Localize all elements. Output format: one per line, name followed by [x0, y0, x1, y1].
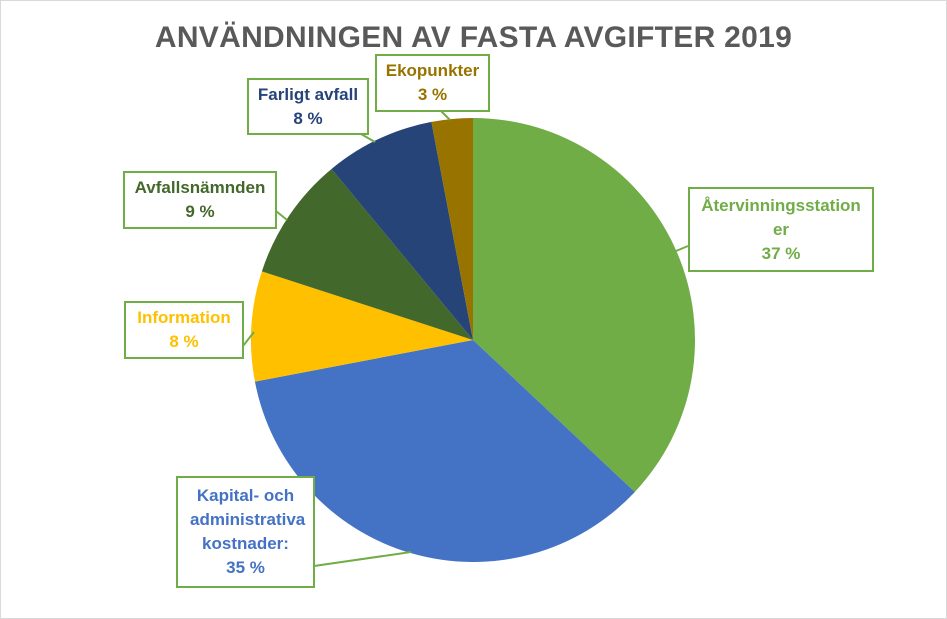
- leader-line-5: [440, 110, 451, 121]
- leader-line-2: [242, 331, 255, 347]
- data-label-4: Farligt avfall 8 %: [247, 78, 369, 135]
- data-label-category: Ekopunkter: [385, 61, 480, 80]
- leader-line-3: [275, 210, 288, 221]
- data-label-3: Avfallsnämnden 9 %: [123, 171, 277, 229]
- pie-slice-3: [261, 168, 473, 340]
- data-label-category: Återvinningsstation er: [701, 195, 861, 239]
- leader-line-1: [313, 551, 412, 567]
- data-label-5: Ekopunkter 3 %: [375, 54, 490, 112]
- leader-line-4: [360, 133, 376, 143]
- pie-slice-4: [331, 121, 473, 341]
- data-label-value: 3 %: [417, 85, 448, 104]
- data-label-2: Information 8 %: [124, 301, 244, 359]
- pie-slice-2: [250, 271, 473, 382]
- data-label-0: Återvinningsstation er 37 %: [688, 187, 874, 272]
- data-label-category: Information: [137, 308, 231, 327]
- pie-slice-0: [473, 118, 696, 492]
- data-label-value: 37 %: [761, 243, 801, 263]
- data-label-value: 9 %: [185, 202, 215, 221]
- data-label-value: 8 %: [293, 108, 323, 128]
- data-label-category: Kapital- och administrativa kostnader:: [190, 486, 306, 553]
- data-label-value: 8 %: [169, 332, 199, 351]
- data-label-1: Kapital- och administrativa kostnader: 35…: [176, 476, 315, 588]
- data-label-category: Avfallsnämnden: [134, 178, 266, 197]
- pie-slice-5: [431, 118, 473, 340]
- data-label-category: Farligt avfall: [257, 84, 359, 104]
- pie-slice-1: [254, 340, 635, 562]
- data-label-value: 35 %: [226, 558, 265, 577]
- chart-title: ANVÄNDNINGEN AV FASTA AVGIFTER 2019: [154, 21, 793, 54]
- leader-line-0: [675, 245, 689, 252]
